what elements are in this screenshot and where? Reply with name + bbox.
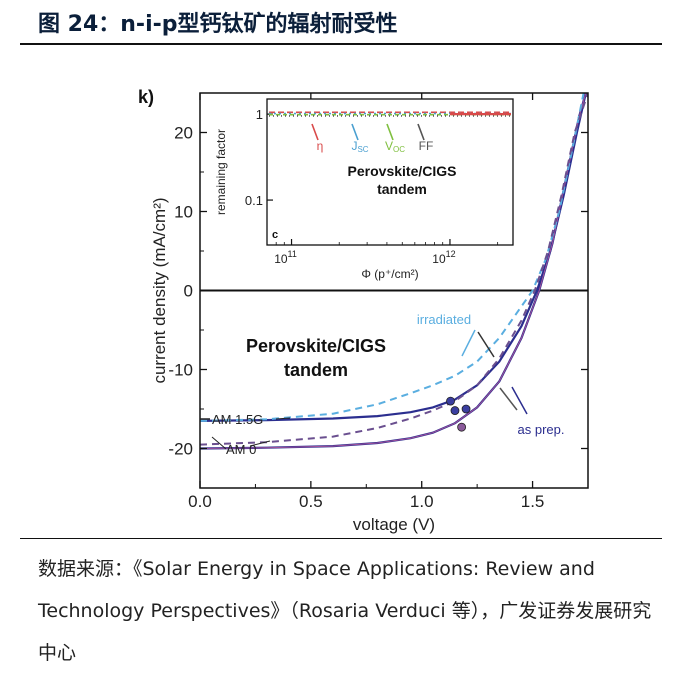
iv-chart: 0.0 0.5 1.0 1.5 20 10 0 -10 -20 voltage (V) curren… xyxy=(138,87,589,534)
annotation-irradiated: irradiated xyxy=(417,312,471,327)
inset-series-label-3: FF xyxy=(419,139,434,153)
series-line-3 xyxy=(200,93,588,446)
inset-x-axis-label: Φ (p⁺/cm²) xyxy=(361,267,418,281)
inset-series-label-2: VOC xyxy=(385,139,405,154)
inset-y-axis-label: remaining factor xyxy=(214,129,228,215)
chart-title-line2: tandem xyxy=(284,360,348,380)
inset-y-tick-label: 1 xyxy=(256,107,263,122)
annotation-am15g: AM 1.5G xyxy=(212,412,263,427)
annotation-as-prep-pointer xyxy=(511,386,528,415)
annotation-irradiated-pointer xyxy=(461,329,476,357)
source-note: 数据来源：《Solar Energy in Space Applications… xyxy=(38,558,652,664)
mpp-point-3 xyxy=(457,422,467,432)
inset-y-tick-label: 0.1 xyxy=(245,193,263,208)
annotation-as-prep: as prep. xyxy=(518,422,565,437)
annotation-am0: AM 0 xyxy=(226,442,256,457)
x-tick-label: 1.5 xyxy=(521,492,545,511)
source-rule xyxy=(20,538,662,539)
annotation-as-prep-pointer xyxy=(499,387,518,411)
x-axis-label: voltage (V) xyxy=(353,515,435,534)
inset-frame xyxy=(266,98,514,246)
inset-x-tick-label: 1011 xyxy=(274,249,297,266)
inset-label-pointer-0 xyxy=(311,123,319,141)
y-tick-label: 20 xyxy=(174,124,193,143)
mpp-point-0 xyxy=(446,396,455,406)
figure-title: 图 24：n-i-p型钙钛矿的辐射耐受性 xyxy=(38,12,398,37)
inset-label-pointer-3 xyxy=(417,123,425,141)
inset-label-pointer-2 xyxy=(386,123,394,141)
annotation-am0-lead xyxy=(249,440,271,447)
annotation-irradiated-pointer xyxy=(477,331,495,358)
title-rule xyxy=(20,43,662,45)
x-tick-label: 0.0 xyxy=(188,492,212,511)
y-tick-label: -10 xyxy=(168,361,193,380)
x-tick-label: 0.5 xyxy=(299,492,323,511)
y-tick-label: -20 xyxy=(168,440,193,459)
x-tick-label: 1.0 xyxy=(410,492,434,511)
panel-label: k) xyxy=(138,87,154,107)
y-axis-label: current density (mA/cm²) xyxy=(150,197,169,383)
mpp-point-1 xyxy=(450,406,460,415)
inset-series-label-1: JSC xyxy=(351,139,368,154)
y-tick-label: 0 xyxy=(184,282,193,301)
inset-series-label-0: η xyxy=(317,139,324,153)
inset-title-line1: Perovskite/CIGS xyxy=(348,163,457,179)
inset-label-pointer-1 xyxy=(351,123,359,141)
annotation-am0-lead xyxy=(211,436,227,450)
annotation-am15g-lead xyxy=(275,417,291,420)
inset-x-tick-label: 1012 xyxy=(432,249,455,266)
inset-panel-label: c xyxy=(272,229,278,241)
series-line-2 xyxy=(200,93,585,422)
inset-title-line2: tandem xyxy=(377,181,427,197)
chart-title-line1: Perovskite/CIGS xyxy=(246,336,386,356)
y-tick-label: 10 xyxy=(174,203,193,222)
mpp-point-2 xyxy=(461,404,471,414)
